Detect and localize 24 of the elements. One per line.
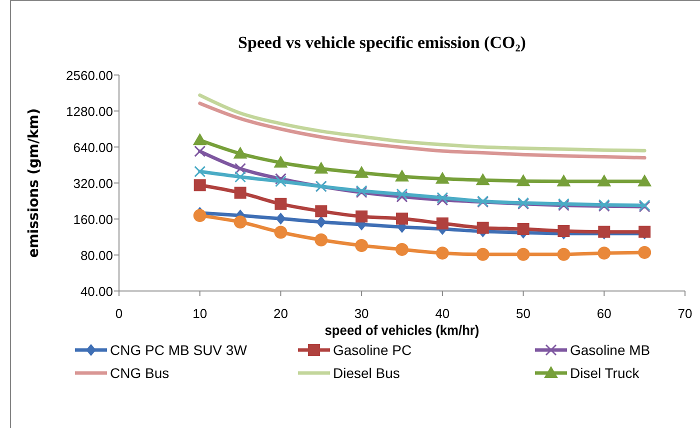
y-tick-label: 640.00 [73, 140, 113, 155]
legend-label: Gasoline MB [570, 342, 650, 358]
x-tick-label: 10 [192, 306, 208, 321]
x-tick-label: 20 [273, 306, 288, 321]
x-tick-label: 0 [115, 306, 123, 321]
legend-label: Gasoline PC [333, 342, 412, 358]
chart-title: Speed vs vehicle specific emission (CO₂) [238, 33, 526, 52]
y-tick-label: 40.00 [80, 284, 113, 299]
x-tick-label: 40 [435, 306, 450, 321]
x-tick-label: 50 [516, 306, 531, 321]
y-tick-label: 2560.00 [66, 68, 113, 83]
y-axis-title: emissions (gm/km) [26, 108, 42, 258]
legend-label: CNG Bus [110, 365, 170, 381]
y-tick-label: 1280.00 [66, 104, 113, 119]
legend-label: Diesel Bus [333, 365, 400, 381]
legend-label: Disel Truck [570, 365, 640, 381]
x-tick-label: 30 [354, 306, 369, 321]
y-tick-label: 80.00 [80, 248, 113, 263]
x-tick-label: 60 [596, 306, 612, 321]
y-tick-label: 160.00 [73, 212, 113, 227]
legend-label: CNG PC MB SUV 3W [110, 342, 248, 358]
y-tick-label: 320.00 [73, 176, 113, 191]
x-axis-title: speed of vehicles (km/hr) [324, 322, 480, 338]
x-tick-label: 70 [678, 306, 692, 321]
